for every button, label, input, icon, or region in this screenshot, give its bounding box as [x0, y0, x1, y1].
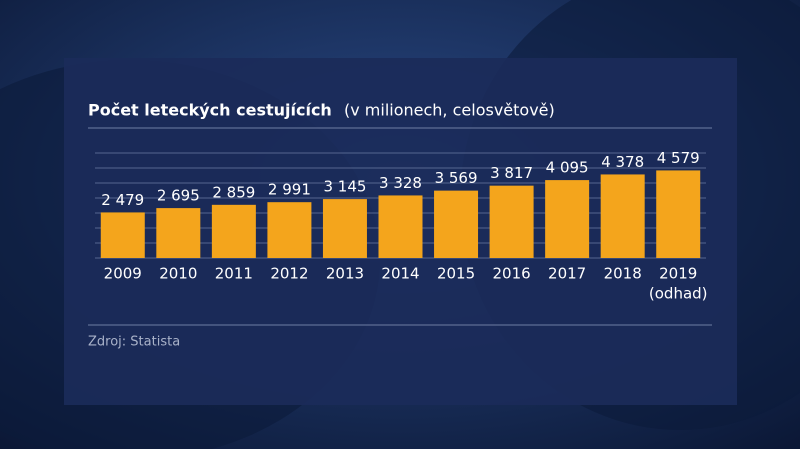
- bar: [378, 195, 423, 258]
- bar: [211, 204, 256, 258]
- chart-title: Počet leteckých cestujících: [88, 101, 332, 120]
- value-label: 4 095: [546, 159, 589, 177]
- x-tick-label: 2014: [381, 265, 419, 283]
- value-label: 2 859: [212, 183, 255, 201]
- chart-subtitle: (v milionech, celosvětově): [344, 101, 555, 120]
- x-tick-label: 2010: [159, 265, 197, 283]
- value-label: 4 378: [601, 153, 644, 171]
- x-tick-label: 2017: [548, 265, 586, 283]
- x-tick-label: 2016: [492, 265, 530, 283]
- bar: [600, 174, 645, 258]
- x-tick-label: 2015: [437, 265, 475, 283]
- bar: [267, 202, 312, 258]
- x-tick-label: 2019: [659, 265, 697, 283]
- value-label: 4 579: [657, 149, 700, 167]
- bar: [322, 199, 367, 258]
- x-tick-label: 2018: [604, 265, 642, 283]
- value-label: 3 569: [435, 169, 478, 187]
- x-tick-label: 2011: [215, 265, 253, 283]
- source: Zdroj: Statista: [88, 335, 180, 350]
- annotation: (odhad): [649, 285, 708, 303]
- x-tick-label: 2012: [270, 265, 308, 283]
- value-label: 2 479: [101, 191, 144, 209]
- value-label: 3 328: [379, 174, 422, 192]
- value-label: 3 817: [490, 164, 533, 182]
- value-label: 2 695: [157, 187, 200, 205]
- value-label: 3 145: [323, 178, 366, 196]
- bar: [156, 208, 201, 258]
- x-tick-label: 2013: [326, 265, 364, 283]
- bar: [545, 180, 590, 258]
- value-label: 2 991: [268, 181, 311, 199]
- x-tick-label: 2009: [104, 265, 142, 283]
- bar: [100, 212, 145, 258]
- bar: [489, 185, 534, 258]
- bar: [434, 190, 479, 258]
- bar: [656, 170, 701, 258]
